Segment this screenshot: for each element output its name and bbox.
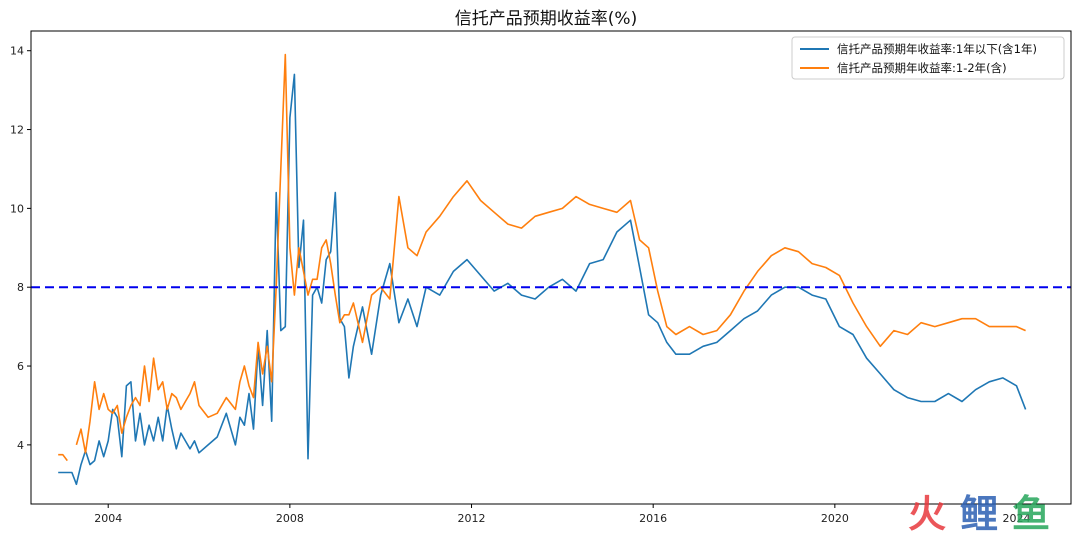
watermark-char-1: 火 (908, 492, 946, 535)
legend: 信托产品预期年收益率:1年以下(含1年) 信托产品预期年收益率:1-2年(含) (791, 36, 1065, 80)
x-tick-label: 2016 (639, 512, 667, 525)
x-tick-label: 2012 (458, 512, 486, 525)
y-tick-label: 14 (10, 45, 24, 58)
y-tick-label: 6 (17, 360, 24, 373)
x-tick-label: 2024 (1003, 512, 1031, 525)
series-line-1 (58, 73, 1027, 486)
axes-layer: 2004 2008 2012 2016 2020 2024 4 6 8 10 12 14 (10, 30, 1072, 525)
x-tick-label: 2004 (94, 512, 122, 525)
watermark-logo: 火 鲤 鱼 (908, 492, 1050, 536)
legend-label-series-2: 信托产品预期年收益率:1-2年(含) (837, 61, 1007, 75)
x-tick-label: 2008 (276, 512, 304, 525)
chart-title: 信托产品预期收益率(%) (455, 9, 637, 29)
plot-frame (30, 30, 1072, 505)
x-tick-label: 2020 (821, 512, 849, 525)
y-tick-label: 10 (10, 202, 24, 215)
y-tick-label: 4 (17, 439, 24, 452)
series-line-2 (58, 53, 1026, 462)
watermark-char-2: 鲤 (960, 492, 998, 535)
y-tick-label: 12 (10, 124, 24, 137)
watermark-char-3: 鱼 (1012, 492, 1050, 535)
y-tick-label: 8 (17, 281, 24, 294)
legend-label-series-1: 信托产品预期年收益率:1年以下(含1年) (837, 42, 1037, 56)
series-layer (58, 53, 1027, 486)
